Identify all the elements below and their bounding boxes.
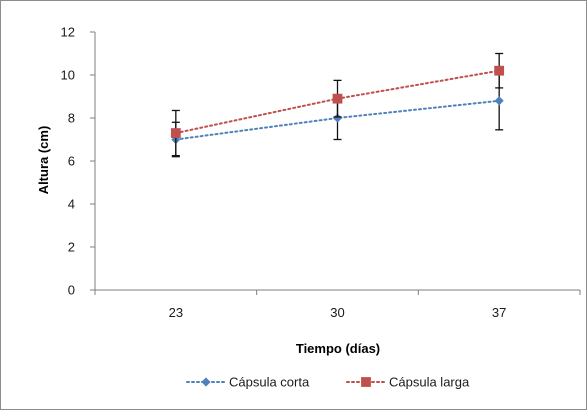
y-tick-label: 8 <box>68 111 75 126</box>
legend-marker <box>201 377 211 387</box>
axes: 0 2 4 6 8 10 12 23 30 37 <box>61 25 581 320</box>
legend: Cápsula corta Cápsula larga <box>186 375 470 390</box>
series-layer <box>170 52 505 158</box>
series-line <box>174 99 501 141</box>
y-tick-label: 0 <box>68 283 75 298</box>
data-point <box>170 128 181 138</box>
y-tick-label: 10 <box>61 68 75 83</box>
data-point <box>494 65 505 76</box>
y-tick-label: 2 <box>68 240 75 255</box>
data-point <box>332 93 343 104</box>
y-tick-label: 6 <box>68 154 75 169</box>
x-tick-label: 30 <box>330 305 344 320</box>
y-tick-label: 12 <box>61 25 75 40</box>
legend-marker <box>361 377 371 387</box>
legend-label: Cápsula larga <box>389 375 470 390</box>
series-2 <box>170 52 505 157</box>
x-tick-label: 37 <box>492 305 506 320</box>
y-tick-label: 4 <box>68 197 75 212</box>
legend-item: Cápsula corta <box>186 375 310 390</box>
x-axis-title: Tiempo (días) <box>296 341 380 356</box>
data-point <box>494 96 504 106</box>
legend-item: Cápsula larga <box>346 375 470 390</box>
x-tick-label: 23 <box>169 305 183 320</box>
y-axis-title: Altura (cm) <box>36 126 51 195</box>
legend-label: Cápsula corta <box>229 375 310 390</box>
